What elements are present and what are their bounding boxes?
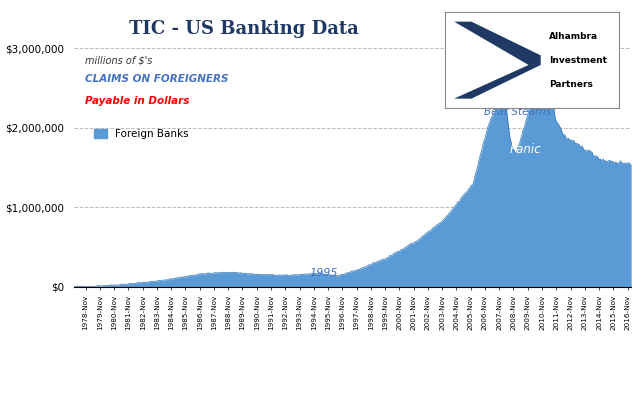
Text: Alhambra: Alhambra [549,32,599,41]
Text: May 2011: May 2011 [507,57,558,70]
Text: TIC - US Banking Data: TIC - US Banking Data [129,20,358,38]
Text: CLAIMS ON FOREIGNERS: CLAIMS ON FOREIGNERS [85,74,228,84]
Text: Panic: Panic [510,144,542,156]
Text: Payable in Dollars: Payable in Dollars [85,96,189,106]
Text: Bear Stearns: Bear Stearns [485,102,552,117]
Text: Investment: Investment [549,56,607,65]
Text: 1995: 1995 [309,268,338,278]
Polygon shape [454,22,541,99]
Legend: Foreign Banks: Foreign Banks [90,125,193,144]
Polygon shape [463,36,518,60]
Text: millions of $'s: millions of $'s [85,55,153,65]
Text: Partners: Partners [549,80,593,89]
